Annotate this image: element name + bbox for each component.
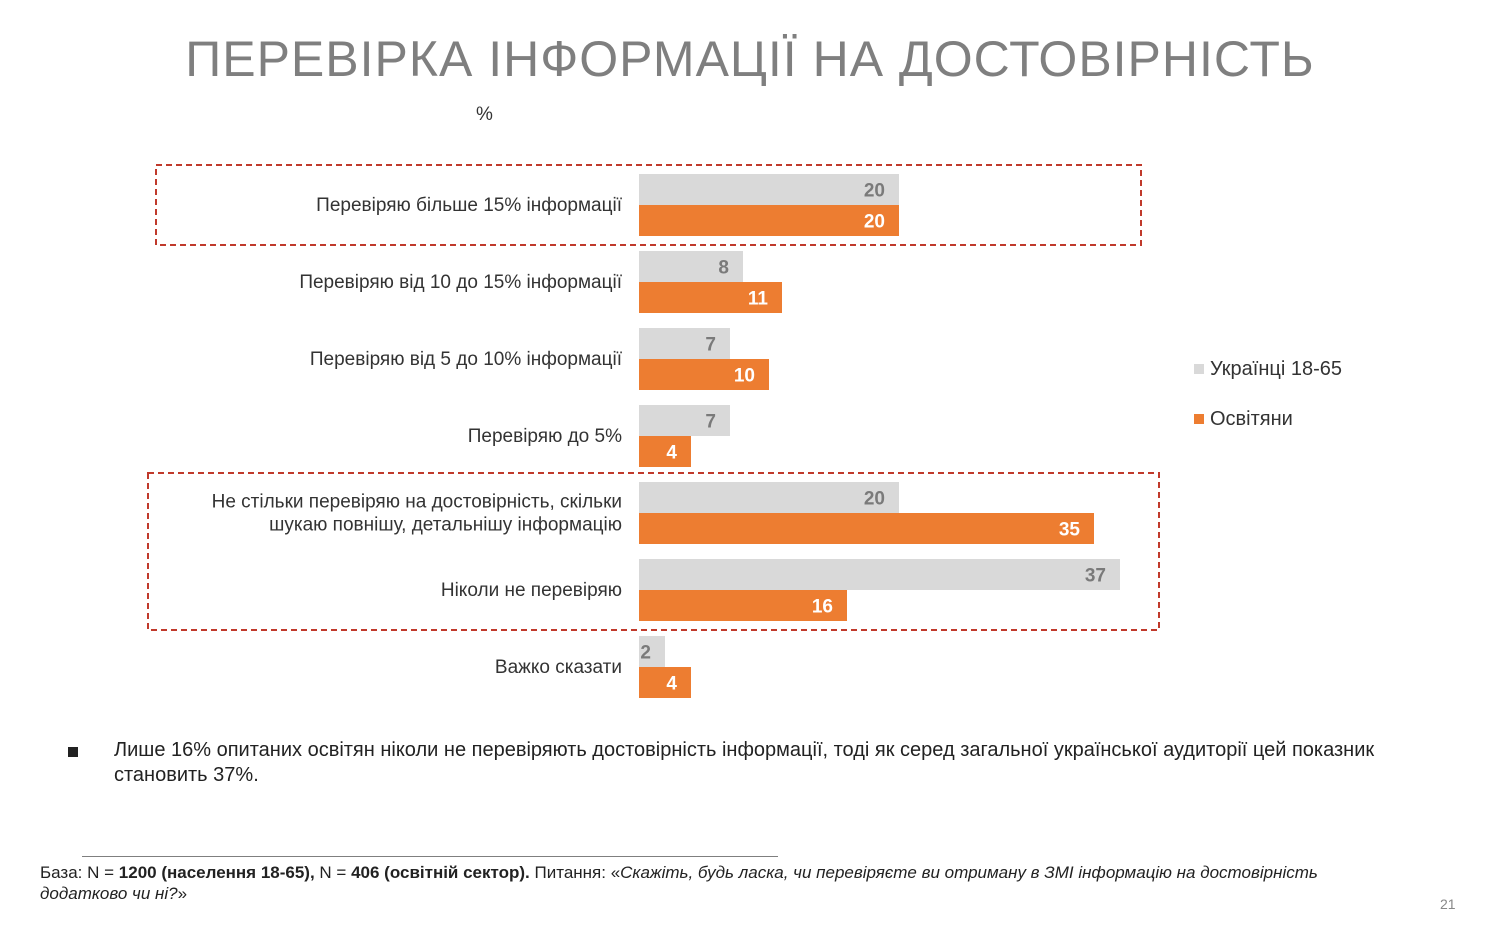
bar-educators-7	[639, 667, 691, 698]
bar-ukrainians-6	[639, 559, 1120, 590]
bar-educators-1	[639, 205, 899, 236]
data-label-educators-3: 10	[734, 366, 755, 387]
legend: Українці 18-65 Освітяни	[1194, 357, 1342, 457]
highlight-box-2	[147, 472, 1160, 631]
footnote-question-suffix: »	[177, 884, 188, 903]
category-label-line: Ніколи не перевіряю	[441, 580, 622, 601]
category-label-3: Перевіряю від 5 до 10% інформації	[310, 349, 623, 370]
category-label-line: Перевіряю до 5%	[468, 426, 622, 447]
data-label-ukrainians-6: 37	[1085, 566, 1106, 587]
category-label-1: Перевіряю більше 15% інформації	[316, 195, 623, 216]
bar-ukrainians-1	[639, 174, 899, 205]
legend-swatch-educators	[1194, 414, 1204, 424]
bar-educators-4	[639, 436, 691, 467]
legend-label-ukrainians: Українці 18-65	[1210, 357, 1343, 380]
data-label-ukrainians-2: 8	[718, 258, 729, 279]
data-label-ukrainians-4: 7	[705, 412, 716, 433]
footnote-base-prefix: База: N =	[40, 863, 119, 882]
summary-bullet: Лише 16% опитаних освітян ніколи не пере…	[68, 738, 1448, 788]
bar-educators-5	[639, 513, 1094, 544]
data-label-educators-7: 4	[666, 674, 677, 695]
data-label-ukrainians-1: 20	[864, 181, 885, 202]
category-label-5: Не стільки перевіряю на достовірність, с…	[212, 492, 622, 536]
data-label-educators-5: 35	[1059, 520, 1081, 541]
category-label-line: шукаю повнішу, детальнішу інформацію	[269, 515, 622, 536]
data-label-educators-2: 11	[748, 289, 769, 310]
bar-ukrainians-5	[639, 482, 899, 513]
bar-ukrainians-2	[639, 251, 743, 282]
footnote-n-mid: N =	[314, 863, 352, 882]
data-label-ukrainians-3: 7	[705, 335, 716, 356]
data-label-ukrainians-5: 20	[864, 489, 885, 510]
legend-label-educators: Освітяни	[1210, 407, 1293, 430]
footnote-divider	[82, 856, 778, 857]
footnote-base-population: 1200 (населення 18-65),	[118, 863, 315, 882]
unit-label: %	[476, 104, 493, 125]
category-label-7: Важко сказати	[495, 657, 622, 678]
bar-educators-6	[639, 590, 847, 621]
category-label-line: Перевіряю від 5 до 10% інформації	[310, 349, 623, 370]
footnote: База: N = 1200 (населення 18-65), N = 40…	[40, 862, 1400, 904]
bullet-square-icon	[68, 747, 78, 757]
category-label-line: Перевіряю від 10 до 15% інформації	[299, 272, 622, 293]
category-label-6: Ніколи не перевіряю	[441, 580, 622, 601]
bar-ukrainians-3	[639, 328, 730, 359]
bar-educators-2	[639, 282, 782, 313]
bullet-text: Лише 16% опитаних освітян ніколи не пере…	[114, 739, 1375, 786]
data-label-educators-1: 20	[864, 212, 885, 233]
page-number: 21	[1440, 896, 1456, 912]
bar-chart: Перевіряю більше 15% інформації 20 20 Перев…	[147, 164, 1160, 698]
legend-item-educators: Освітяни	[1194, 407, 1342, 431]
footnote-question-prefix: Питання: «	[529, 863, 621, 882]
bar-educators-3	[639, 359, 769, 390]
category-label-2: Перевіряю від 10 до 15% інформації	[299, 272, 622, 293]
category-label-line: Важко сказати	[495, 657, 622, 678]
bar-ukrainians-7	[639, 636, 665, 667]
page-title: ПЕРЕВІРКА ІНФОРМАЦІЇ НА ДОСТОВІРНІСТЬ	[185, 31, 1315, 87]
data-label-educators-4: 4	[666, 443, 677, 464]
bar-ukrainians-4	[639, 405, 730, 436]
footnote-question: Скажіть, будь ласка, чи перевіряєте ви о…	[40, 863, 1318, 903]
category-label-line: Перевіряю більше 15% інформації	[316, 195, 623, 216]
category-label-4: Перевіряю до 5%	[468, 426, 622, 447]
highlight-box-1	[155, 164, 1142, 246]
footnote-base-education: 406 (освітній сектор).	[351, 863, 530, 882]
data-label-educators-6: 16	[812, 597, 833, 618]
legend-swatch-ukrainians	[1194, 364, 1204, 374]
data-label-ukrainians-7: 2	[640, 643, 651, 664]
legend-item-ukrainians: Українці 18-65	[1194, 357, 1342, 381]
category-label-line: Не стільки перевіряю на достовірність, с…	[212, 492, 622, 513]
